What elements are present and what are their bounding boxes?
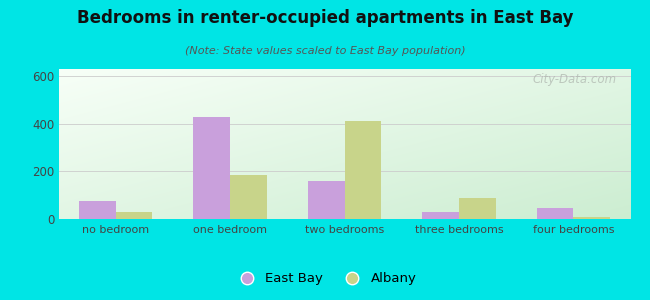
Bar [116, 212, 152, 219]
Bar [79, 201, 116, 219]
Bar [230, 175, 266, 219]
Bar [422, 212, 459, 219]
Text: (Note: State values scaled to East Bay population): (Note: State values scaled to East Bay p… [185, 46, 465, 56]
Bar [344, 122, 381, 219]
Bar [308, 181, 344, 219]
Bar [194, 117, 230, 219]
Bar [459, 198, 495, 219]
Text: City-Data.com: City-Data.com [532, 74, 616, 86]
Legend: East Bay, Albany: East Bay, Albany [228, 267, 422, 290]
Text: Bedrooms in renter-occupied apartments in East Bay: Bedrooms in renter-occupied apartments i… [77, 9, 573, 27]
Bar [537, 208, 573, 219]
Bar [573, 217, 610, 219]
